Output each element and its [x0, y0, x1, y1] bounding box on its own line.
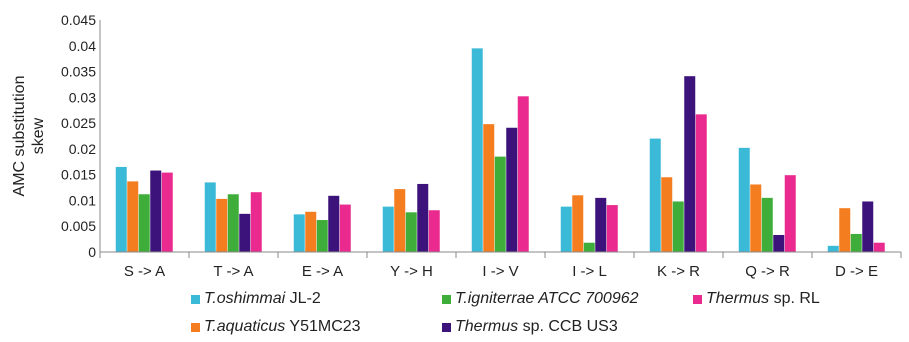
bar [115, 166, 127, 252]
x-tick-label: Q -> R [745, 263, 790, 280]
legend-label: Thermus sp. RL [706, 290, 820, 307]
bar [827, 245, 839, 252]
y-tick-label: 0.01 [69, 192, 96, 208]
y-axis-title-line: skew [30, 117, 47, 154]
bar [293, 214, 305, 252]
legend-item-thermus-ccb: Thermus sp. CCB US3 [442, 318, 618, 336]
bar [595, 197, 607, 252]
y-tick-label: 0.035 [61, 64, 96, 80]
bar [250, 192, 262, 252]
bar [839, 208, 851, 252]
bar [382, 206, 394, 252]
x-tick-label: S -> A [124, 263, 165, 280]
bar [328, 195, 340, 252]
bar [394, 189, 406, 252]
bar [761, 197, 773, 252]
y-axis-label: AMC substitution skew [11, 76, 47, 197]
bar [150, 170, 162, 252]
bar [127, 181, 139, 252]
y-axis-title-line: AMC substitution [11, 76, 28, 197]
bar [227, 194, 239, 252]
x-axis-ticks: S -> A T -> A E -> A Y -> H I -> V I -> L K ->… [124, 263, 878, 280]
bar [862, 201, 874, 252]
y-tick-label: 0.04 [69, 38, 96, 54]
legend-item-t-igniterrae: T.igniterrae ATCC 700962 [442, 290, 639, 308]
x-tick-label: K -> R [657, 263, 700, 280]
legend-item-t-aquaticus: T.aquaticus Y51MC23 [191, 318, 361, 336]
bar [483, 124, 495, 252]
bar [161, 172, 173, 252]
x-tick-label: D -> E [835, 263, 878, 280]
bar [784, 175, 796, 252]
bar [750, 184, 762, 252]
bar [583, 242, 595, 252]
y-tick-label: 0.02 [69, 141, 96, 157]
bars [115, 48, 885, 253]
bar [672, 201, 684, 252]
y-tick-label: 0.03 [69, 89, 96, 105]
bar [204, 182, 216, 252]
bar [216, 198, 228, 252]
bar [738, 147, 750, 252]
y-axis-ticks: 0 0.005 0.01 0.015 0.02 0.025 0.03 0.035 0.04 0.0… [61, 12, 96, 260]
legend-item-thermus-rl: Thermus sp. RL [693, 290, 820, 308]
bar [494, 156, 506, 252]
x-tick-label: I -> L [572, 263, 607, 280]
legend-swatch [693, 294, 702, 304]
legend-item-t-oshimmai: T.oshimmai JL-2 [191, 290, 321, 308]
x-tick-label: T -> A [213, 263, 253, 280]
y-tick-label: 0 [88, 244, 96, 260]
bar [405, 212, 417, 252]
legend-swatch [442, 294, 451, 304]
legend-label: T.oshimmai JL-2 [204, 290, 321, 307]
bar [649, 138, 661, 252]
bar [138, 194, 150, 252]
legend-label: Thermus sp. CCB US3 [455, 318, 618, 335]
bar [560, 206, 572, 252]
bar [684, 76, 696, 252]
bar [239, 213, 251, 252]
y-tick-label: 0.005 [61, 218, 96, 234]
bar [417, 183, 429, 252]
legend-swatch [191, 322, 200, 332]
bar [572, 195, 584, 252]
bar [471, 48, 483, 252]
bar [606, 205, 618, 252]
bar [873, 242, 885, 252]
legend-label: T.aquaticus Y51MC23 [204, 318, 361, 335]
bar [316, 220, 328, 252]
bar [517, 96, 529, 253]
bar [661, 177, 673, 252]
y-tick-label: 0.015 [61, 167, 96, 183]
x-tick-label: E -> A [302, 263, 343, 280]
bar [428, 210, 440, 252]
legend-swatch [442, 322, 451, 332]
y-tick-label: 0.045 [61, 12, 96, 28]
bar [305, 211, 317, 252]
x-tick-label: I -> V [482, 263, 518, 280]
bar [506, 127, 518, 252]
legend-swatch [191, 294, 200, 304]
y-tick-label: 0.025 [61, 115, 96, 131]
bar [850, 233, 862, 252]
axes [99, 20, 902, 258]
bar [773, 234, 785, 252]
bar [695, 114, 707, 252]
x-tick-label: Y -> H [390, 263, 433, 280]
legend-label: T.igniterrae ATCC 700962 [455, 290, 639, 307]
bar [339, 204, 351, 252]
